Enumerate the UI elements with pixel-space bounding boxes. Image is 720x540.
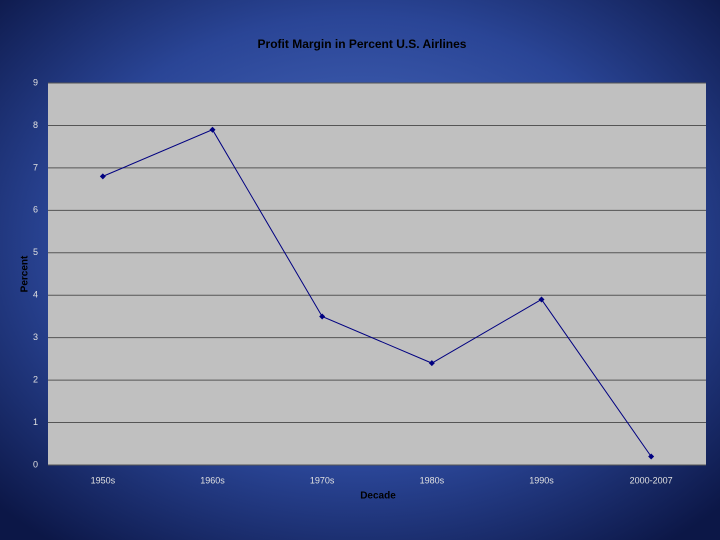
y-tick-label: 6 <box>33 205 38 215</box>
data-point <box>428 360 435 367</box>
x-tick-label: 2000-2007 <box>630 475 673 485</box>
x-tick-label: 1980s <box>420 475 445 485</box>
data-point <box>538 296 545 303</box>
y-tick-label: 2 <box>33 374 38 384</box>
data-point <box>648 453 655 460</box>
x-tick-label: 1950s <box>91 475 116 485</box>
data-point <box>99 173 106 180</box>
y-tick-label: 3 <box>33 332 38 342</box>
x-axis-label: Decade <box>360 491 396 502</box>
x-tick-label: 1960s <box>200 475 225 485</box>
y-tick-label: 1 <box>33 417 38 427</box>
plot-area <box>48 83 706 465</box>
y-tick-label: 5 <box>33 247 38 257</box>
y-tick-label: 8 <box>33 120 38 130</box>
data-point <box>319 313 326 320</box>
data-line <box>102 129 652 457</box>
y-tick-label: 0 <box>33 459 38 469</box>
chart-title: Profit Margin in Percent U.S. Airlines <box>258 37 467 51</box>
y-tick-label: 9 <box>33 77 38 87</box>
data-point <box>209 126 216 133</box>
y-tick-label: 4 <box>33 290 38 300</box>
x-tick-label: 1990s <box>529 475 554 485</box>
y-tick-label: 7 <box>33 162 38 172</box>
x-tick-label: 1970s <box>310 475 335 485</box>
y-axis-label: Percent <box>20 255 31 292</box>
